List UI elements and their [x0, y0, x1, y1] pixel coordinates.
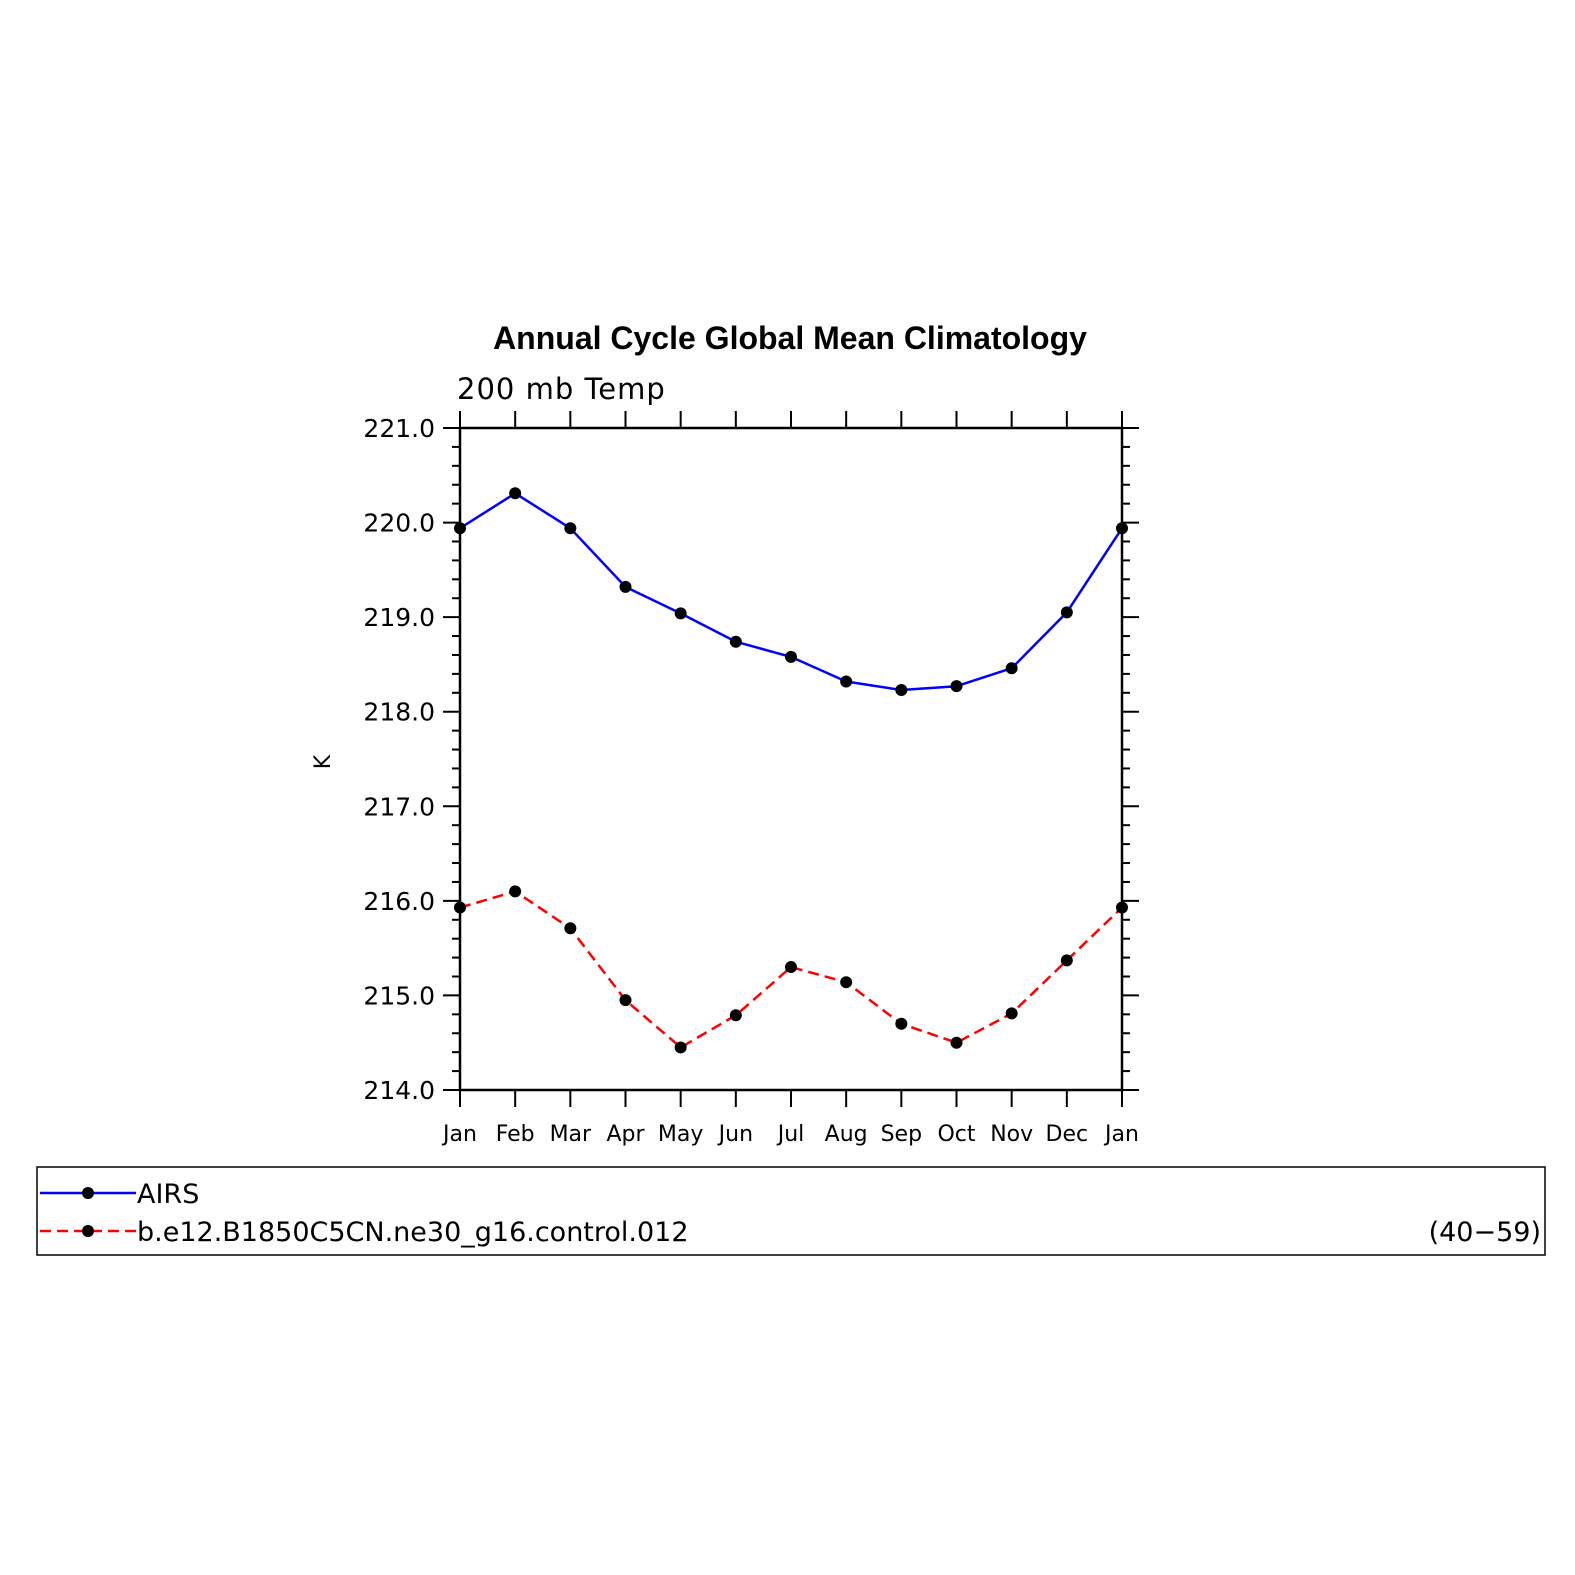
series-0-point	[785, 650, 797, 663]
series-0-point	[674, 607, 687, 620]
series-1-point	[564, 922, 577, 935]
series-0-point	[564, 522, 577, 535]
series-0-point	[1060, 606, 1073, 619]
series-1-point	[785, 961, 797, 974]
plot-frame	[458, 426, 1124, 1092]
series-0-point	[1005, 662, 1018, 675]
x-tick-label: May	[658, 1122, 703, 1147]
x-tick-label: Oct	[937, 1122, 975, 1147]
series-1-point	[1116, 901, 1128, 914]
x-tick-label: Feb	[496, 1122, 535, 1147]
chart-subtitle: 200 mb Temp	[457, 372, 666, 406]
series-1-point	[950, 1036, 963, 1049]
y-tick-label: 219.0	[363, 603, 435, 632]
y-tick-label: 214.0	[363, 1076, 435, 1105]
x-tick-label: Jul	[776, 1122, 805, 1147]
y-tick-label: 217.0	[363, 792, 435, 821]
series-0-point	[509, 487, 522, 500]
x-tick-label: Sep	[881, 1122, 922, 1147]
axes: 214.0 215.0 216.0 217.0 218.0 219.0 220.0 221.0…	[363, 411, 1139, 1147]
legend-box	[36, 1166, 1546, 1256]
x-tick-label: Dec	[1046, 1122, 1089, 1147]
legend-label-1: b.e12.B1850C5CN.ne30_g16.control.012	[137, 1217, 689, 1248]
series-1-point	[895, 1017, 908, 1030]
series-1-point	[729, 1009, 742, 1022]
y-axis-label: K	[311, 754, 336, 769]
series-1-point	[509, 885, 522, 898]
chart-title: Annual Cycle Global Mean Climatology	[493, 320, 1087, 356]
legend-marker-0	[82, 1187, 94, 1199]
y-tick-label: 221.0	[363, 414, 435, 443]
legend: AIRS b.e12.B1850C5CN.ne30_g16.control.012…	[40, 1179, 1541, 1248]
legend-marker-1	[82, 1225, 94, 1237]
x-tick-label: Apr	[606, 1122, 645, 1147]
x-tick-label: Jun	[717, 1122, 753, 1147]
y-tick-label: 218.0	[363, 698, 435, 727]
series-0-point	[1116, 522, 1128, 535]
y-tick-label: 215.0	[363, 981, 435, 1010]
x-tick-label: Aug	[825, 1122, 868, 1147]
series-0-point	[454, 522, 466, 535]
series-lines	[454, 487, 1128, 1054]
legend-label-0: AIRS	[137, 1179, 199, 1210]
series-1-point	[454, 901, 466, 914]
series-0-point	[840, 675, 853, 688]
series-0-point	[950, 680, 963, 693]
y-tick-label: 216.0	[363, 887, 435, 916]
legend-years-1: (40−59)	[1429, 1217, 1541, 1248]
series-1-point	[674, 1041, 687, 1054]
series-1-point	[1060, 954, 1073, 967]
y-tick-label: 220.0	[363, 509, 435, 538]
x-tick-label: Jan	[1103, 1122, 1139, 1147]
x-tick-label: Jan	[441, 1122, 477, 1147]
series-0-point	[619, 580, 632, 593]
x-tick-label: Mar	[550, 1122, 592, 1147]
series-0-point	[895, 683, 908, 696]
series-0-point	[729, 635, 742, 648]
series-1-point	[619, 994, 632, 1007]
x-tick-label: Nov	[990, 1122, 1033, 1147]
series-1-point	[840, 976, 853, 989]
series-1-point	[1005, 1007, 1018, 1020]
